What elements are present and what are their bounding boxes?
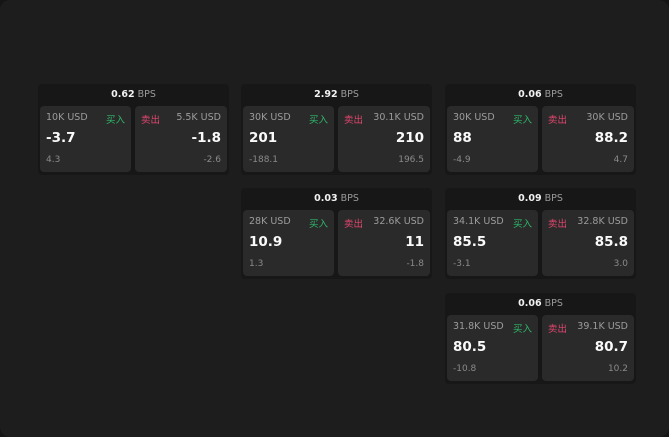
sell-change: 196.5 — [398, 155, 424, 165]
buy-amount: 10K USD — [46, 112, 88, 123]
buy-label: 买入 — [512, 324, 532, 335]
buy-price: 201 — [249, 130, 278, 146]
spread-value: 0.03 — [314, 193, 338, 204]
buy-button[interactable]: 30K USD 买入 88 -4.9 — [447, 106, 538, 172]
buy-button[interactable]: 10K USD 买入 -3.7 4.3 — [40, 106, 131, 172]
buy-price: 80.5 — [453, 339, 487, 355]
spread-header: 2.92 BPS — [241, 84, 432, 105]
buy-amount: 28K USD — [249, 216, 291, 227]
sell-price: -1.8 — [191, 130, 221, 146]
buy-change: 4.3 — [46, 155, 61, 165]
spread-unit: BPS — [340, 89, 359, 100]
buy-label: 买入 — [308, 115, 328, 126]
buy-button[interactable]: 34.1K USD 买入 85.5 -3.1 — [447, 210, 538, 276]
spread-unit: BPS — [544, 298, 563, 309]
spread-value: 2.92 — [314, 89, 338, 100]
sell-label: 卖出 — [548, 324, 568, 335]
spread-header: 0.06 BPS — [445, 84, 636, 105]
sell-amount: 5.5K USD — [176, 112, 221, 123]
sell-button[interactable]: 卖出 32.8K USD 85.8 3.0 — [542, 210, 634, 276]
buy-price: 10.9 — [249, 234, 283, 250]
buy-price: 88 — [453, 130, 472, 146]
sell-change: -1.8 — [406, 259, 424, 269]
buy-amount: 30K USD — [249, 112, 291, 123]
buy-change: -4.9 — [453, 155, 471, 165]
buy-change: -188.1 — [249, 155, 279, 165]
sell-amount: 32.8K USD — [577, 216, 628, 227]
sell-label: 卖出 — [141, 115, 161, 126]
sell-button[interactable]: 卖出 32.6K USD 11 -1.8 — [338, 210, 430, 276]
sell-amount: 30K USD — [586, 112, 628, 123]
sell-button[interactable]: 卖出 30.1K USD 210 196.5 — [338, 106, 430, 172]
sell-label: 卖出 — [344, 115, 364, 126]
sell-label: 卖出 — [344, 219, 364, 230]
buy-label: 买入 — [512, 219, 532, 230]
sell-price: 80.7 — [594, 339, 628, 355]
spread-unit: BPS — [544, 89, 563, 100]
spread-unit: BPS — [137, 89, 156, 100]
sell-price: 11 — [405, 234, 424, 250]
buy-label: 买入 — [512, 115, 532, 126]
sell-price: 88.2 — [594, 130, 628, 146]
spread-header: 0.62 BPS — [38, 84, 229, 105]
buy-button[interactable]: 30K USD 买入 201 -188.1 — [243, 106, 334, 172]
sell-price: 210 — [395, 130, 424, 146]
sell-price: 85.8 — [594, 234, 628, 250]
spread-header: 0.09 BPS — [445, 188, 636, 209]
spread-unit: BPS — [544, 193, 563, 204]
sell-change: 10.2 — [607, 364, 628, 374]
spread-unit: BPS — [340, 193, 359, 204]
sell-button[interactable]: 卖出 39.1K USD 80.7 10.2 — [542, 315, 634, 381]
spread-value: 0.09 — [518, 193, 542, 204]
quote-widget: 0.62 BPS 10K USD 买入 -3.7 4.3 卖出 5.5K USD -1… — [38, 84, 229, 175]
buy-amount: 34.1K USD — [453, 216, 504, 227]
buy-button[interactable]: 31.8K USD 买入 80.5 -10.8 — [447, 315, 538, 381]
sell-label: 卖出 — [548, 219, 568, 230]
buy-change: -10.8 — [453, 364, 477, 374]
quote-widget: 2.92 BPS 30K USD 买入 201 -188.1 卖出 30.1K USD… — [241, 84, 432, 175]
buy-label: 买入 — [308, 219, 328, 230]
sell-label: 卖出 — [548, 115, 568, 126]
quote-widget: 0.09 BPS 34.1K USD 买入 85.5 -3.1 卖出 32.8K US… — [445, 188, 636, 279]
spread-value: 0.06 — [518, 89, 542, 100]
sell-amount: 39.1K USD — [577, 321, 628, 332]
sell-button[interactable]: 卖出 5.5K USD -1.8 -2.6 — [135, 106, 227, 172]
sell-button[interactable]: 卖出 30K USD 88.2 4.7 — [542, 106, 634, 172]
buy-change: 1.3 — [249, 259, 264, 269]
buy-button[interactable]: 28K USD 买入 10.9 1.3 — [243, 210, 334, 276]
quote-widget: 0.06 BPS 30K USD 买入 88 -4.9 卖出 30K USD 88.2… — [445, 84, 636, 175]
buy-amount: 31.8K USD — [453, 321, 504, 332]
quote-widget: 0.03 BPS 28K USD 买入 10.9 1.3 卖出 32.6K USD 1… — [241, 188, 432, 279]
buy-label: 买入 — [105, 115, 125, 126]
sell-change: 3.0 — [613, 259, 628, 269]
buy-amount: 30K USD — [453, 112, 495, 123]
spread-header: 0.03 BPS — [241, 188, 432, 209]
buy-price: 85.5 — [453, 234, 487, 250]
sell-change: 4.7 — [613, 155, 628, 165]
spread-value: 0.06 — [518, 298, 542, 309]
sell-amount: 32.6K USD — [373, 216, 424, 227]
spread-header: 0.06 BPS — [445, 293, 636, 314]
quote-widget: 0.06 BPS 31.8K USD 买入 80.5 -10.8 卖出 39.1K U… — [445, 293, 636, 384]
buy-price: -3.7 — [46, 130, 76, 146]
buy-change: -3.1 — [453, 259, 471, 269]
sell-change: -2.6 — [203, 155, 221, 165]
spread-value: 0.62 — [111, 89, 135, 100]
sell-amount: 30.1K USD — [373, 112, 424, 123]
